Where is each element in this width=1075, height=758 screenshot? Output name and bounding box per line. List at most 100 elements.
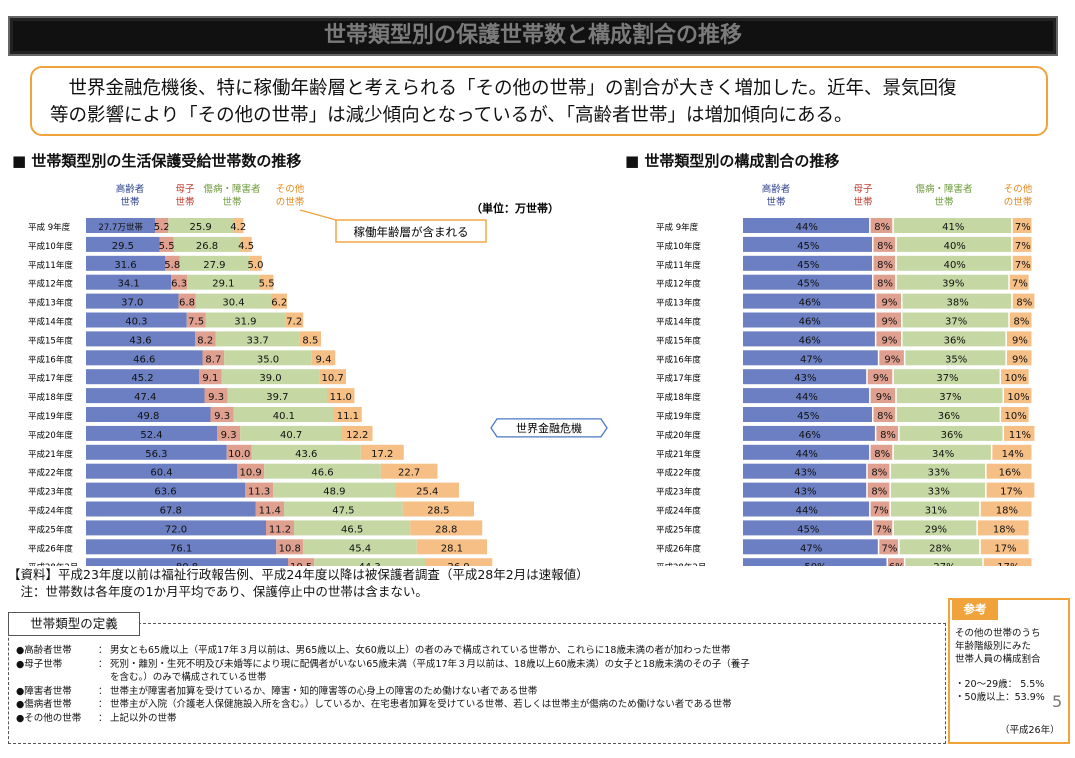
definition-term: ●傷病者世帯 — [16, 699, 72, 710]
data-label: 28.8 — [435, 524, 457, 535]
page-title: 世帯類型別の保護世帯数と構成割合の推移 — [323, 23, 742, 48]
bar-segment — [876, 425, 899, 441]
bar-segment — [899, 425, 1003, 441]
bar-segment — [902, 331, 1006, 347]
bar-segment — [873, 407, 896, 422]
bar-segment — [342, 425, 373, 441]
bar-segment — [896, 388, 1003, 404]
category-label: 平成12年度 — [656, 279, 701, 290]
definition-separator: ： — [98, 645, 108, 656]
category-label: 平成16年度 — [28, 354, 73, 365]
bar-segment — [992, 444, 1032, 460]
category-label: 平成 9年度 — [28, 222, 71, 233]
bar-segment — [743, 331, 875, 347]
bar-segment — [86, 463, 237, 479]
data-label: 10% — [1004, 373, 1026, 384]
data-label: 35.0 — [257, 354, 279, 365]
data-label: 47.5 — [332, 506, 354, 517]
data-label: 6.2 — [271, 298, 287, 309]
data-label: 43.6 — [295, 449, 317, 460]
bar-segment — [743, 350, 878, 366]
data-label: 43% — [794, 468, 816, 479]
bar-segment — [245, 482, 274, 498]
data-label: 47.4 — [134, 392, 156, 403]
data-label: 29.1 — [212, 279, 234, 290]
bar-segment — [240, 425, 342, 441]
definition-term: ●高齢者世帯 — [16, 645, 72, 656]
definition-row: ●母子世帯 ：死別・離別・生死不明及び未婚等により現に配偶者がいない65歳未満（平… — [16, 658, 944, 672]
bar-segment — [402, 501, 474, 517]
bar-segment — [86, 312, 187, 328]
left-section-title: ■ 世帯類型別の生活保護受給世帯数の推移 — [12, 152, 302, 170]
series-header-line1: その他 — [276, 183, 305, 195]
crisis-callout-box — [490, 418, 608, 438]
category-label: 平成10年度 — [656, 241, 701, 252]
bar-segment — [890, 463, 986, 479]
bar-segment — [867, 463, 890, 479]
bar-segment — [86, 388, 205, 404]
data-label: 9.3 — [214, 411, 230, 422]
data-label: 5.5 — [259, 279, 275, 290]
bar-segment — [977, 520, 1029, 536]
bar-segment — [173, 236, 241, 252]
data-label: 46% — [799, 430, 821, 441]
data-label: 14% — [1002, 449, 1024, 460]
bar-segment — [165, 255, 180, 271]
category-label: 平成28年2月 — [656, 562, 706, 566]
definitions-box — [8, 623, 946, 744]
data-label: 7% — [1015, 241, 1031, 252]
category-label: 平成13年度 — [28, 298, 73, 309]
data-label: 8% — [1016, 298, 1032, 309]
data-label: 8.7 — [205, 354, 221, 365]
data-label: 8% — [880, 430, 896, 441]
source-line-1: 【資料】平成23年度以前は福祉行政報告例、平成24年度以降は被保護者調査（平成2… — [8, 567, 589, 582]
data-label: 46% — [799, 335, 821, 346]
bar-segment — [233, 407, 334, 422]
category-label: 平成17年度 — [28, 373, 73, 384]
bar-segment — [743, 539, 878, 555]
bar-segment — [873, 255, 896, 271]
bar-segment — [867, 369, 893, 385]
data-label: 34% — [932, 449, 954, 460]
data-label: 39% — [942, 279, 964, 290]
callout-text: 稼働年齢層が含まれる — [354, 225, 469, 239]
bar-segment — [743, 425, 875, 441]
data-label: 7% — [876, 524, 892, 535]
data-label: 37.0 — [121, 298, 143, 309]
bar-segment — [743, 369, 867, 385]
data-label: 17% — [1000, 487, 1022, 498]
data-label: 6.3 — [171, 279, 187, 290]
right-section-title: ■ 世帯類型別の構成割合の推移 — [625, 152, 840, 170]
reference-line-2: 年齢階級別にみた — [955, 641, 1032, 652]
data-label: 41% — [942, 222, 964, 233]
data-label: 11.1 — [337, 411, 359, 422]
bar-segment — [210, 407, 234, 422]
bar-segment — [171, 274, 187, 290]
data-label: 11% — [1009, 430, 1031, 441]
data-label: 52.4 — [140, 430, 162, 441]
bar-segment — [237, 463, 265, 479]
data-label: 9% — [1012, 335, 1028, 346]
data-label: 10% — [1007, 392, 1029, 403]
data-label: 36% — [941, 430, 963, 441]
definition-desc: 上記以外の世帯 — [110, 712, 177, 724]
callout-pointer — [299, 209, 337, 226]
bar-segment — [890, 501, 980, 517]
series-header-line2: 世帯 — [934, 196, 954, 208]
data-label: 7% — [882, 543, 898, 554]
bar-segment — [893, 520, 977, 536]
bar-segment — [896, 274, 1009, 290]
bar-segment — [227, 388, 327, 404]
category-label: 平成18年度 — [656, 392, 701, 403]
bar-segment — [743, 236, 872, 252]
data-label: 43.6 — [129, 335, 151, 346]
category-label: 平成11年度 — [28, 260, 73, 271]
data-label: 47% — [800, 354, 822, 365]
definition-desc: 世帯主が障害者加算を受けているか、障害・知的障害等の心身上の障害のため働けない者… — [110, 685, 538, 697]
data-label: 10.9 — [239, 468, 261, 479]
series-header-line2: 世帯 — [766, 196, 786, 208]
bar-segment — [879, 539, 899, 555]
data-label: 45% — [797, 411, 819, 422]
bar-segment — [743, 463, 867, 479]
category-label: 平成18年度 — [28, 392, 73, 403]
